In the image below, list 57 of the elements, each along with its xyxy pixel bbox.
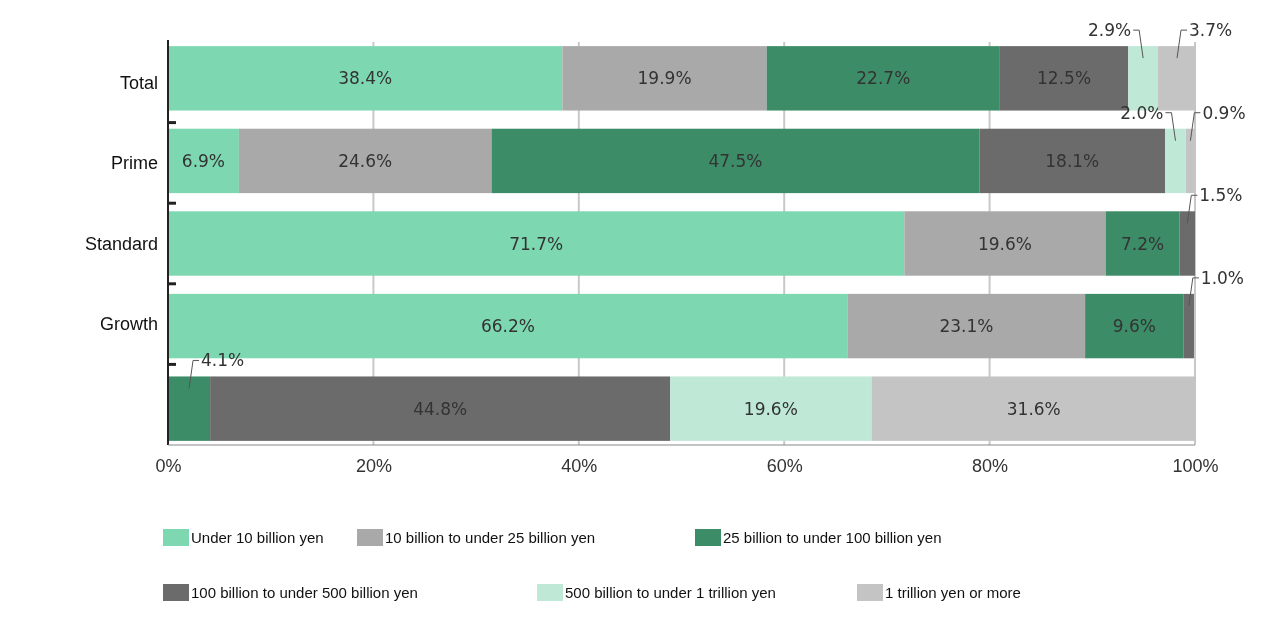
data-label: 47.5%	[708, 150, 763, 171]
data-label: 7.2%	[1121, 233, 1165, 254]
bar	[766, 46, 1000, 111]
bar	[168, 46, 563, 111]
data-label: 2.9%	[1087, 20, 1132, 41]
x-tick-label: 80%	[972, 455, 1009, 476]
data-label: 31.6%	[1006, 398, 1061, 419]
data-label: 12.5%	[1037, 68, 1092, 89]
legend-label: 10 billion to under 25 billion yen	[385, 529, 596, 546]
bar	[168, 376, 211, 441]
data-label: 71.7%	[509, 233, 564, 254]
data-label: 6.9%	[181, 150, 226, 171]
bar	[491, 128, 980, 194]
bar	[168, 211, 905, 276]
data-label: 1.5%	[1199, 185, 1243, 206]
x-tick-label: 20%	[355, 455, 392, 476]
x-tick-label: 100%	[1172, 455, 1219, 476]
y-tick-label: Total	[119, 72, 158, 93]
data-label: 44.8%	[413, 398, 468, 419]
data-label: 0.9%	[1202, 102, 1246, 123]
data-label: 19.9%	[637, 68, 692, 89]
data-label: 19.6%	[978, 233, 1033, 254]
bar	[1085, 293, 1184, 359]
data-label: 18.1%	[1045, 150, 1100, 171]
bar	[562, 46, 767, 111]
data-label: 23.1%	[939, 316, 994, 337]
data-label: 66.2%	[480, 316, 535, 337]
bar	[670, 376, 872, 441]
legend-label: 25 billion to under 100 billion yen	[723, 529, 942, 546]
legend-label: Under 10 billion yen	[191, 529, 324, 546]
bar	[1179, 211, 1195, 276]
bar	[1165, 128, 1186, 194]
legend-label: 1 trillion yen or more	[885, 584, 1021, 601]
bar	[1183, 293, 1194, 359]
data-label: 24.6%	[338, 150, 393, 171]
y-tick-label: Prime	[110, 153, 158, 174]
data-label: 19.6%	[743, 398, 798, 419]
bar	[979, 128, 1166, 194]
bar	[168, 128, 239, 194]
y-tick-label: Growth	[99, 314, 158, 335]
data-label: 1.0%	[1200, 267, 1245, 288]
bar	[238, 128, 492, 194]
legend-label: 500 billion to under 1 trillion yen	[565, 584, 776, 601]
data-label: 38.4%	[338, 68, 393, 89]
legend-label: 100 billion to under 500 billion yen	[191, 584, 418, 601]
bar	[210, 376, 671, 441]
x-tick-label: 40%	[561, 455, 598, 476]
y-tick-label: Standard	[84, 233, 158, 254]
data-label: 2.0%	[1120, 102, 1164, 123]
bar	[847, 293, 1086, 359]
bar	[904, 211, 1106, 276]
bar	[1105, 211, 1180, 276]
data-label: 9.6%	[1112, 316, 1157, 337]
x-tick-label: 60%	[766, 455, 803, 476]
data-label: 3.7%	[1189, 20, 1233, 41]
data-label: 22.7%	[856, 68, 911, 89]
x-tick-label: 0%	[155, 455, 182, 476]
